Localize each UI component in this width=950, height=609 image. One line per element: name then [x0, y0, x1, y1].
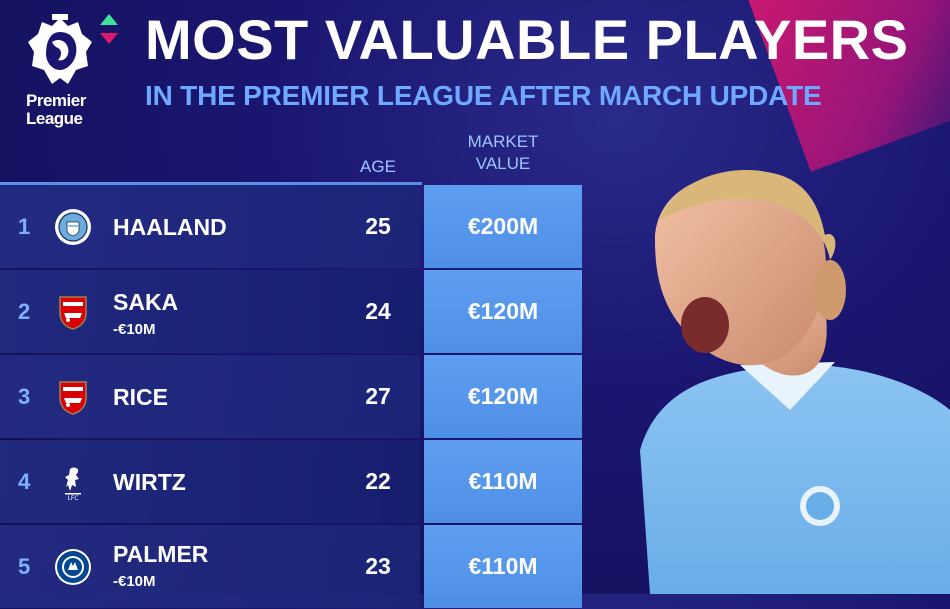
movement-arrows-icon: [100, 14, 118, 44]
page-subtitle: IN THE PREMIER LEAGUE AFTER MARCH UPDATE: [145, 80, 822, 111]
arsenal-badge-icon: [59, 381, 87, 415]
brand-line1: Premier: [26, 91, 86, 110]
brand-wordmark: Premier League: [26, 92, 86, 128]
market-value-cell: €200M: [424, 185, 582, 268]
player-name: PALMER: [113, 541, 209, 567]
table-row: 3 RICE 27 €120M: [0, 354, 584, 439]
chelsea-badge-icon: [55, 549, 91, 585]
table-top-border: [0, 182, 422, 185]
player-photo: [640, 170, 950, 594]
market-value-cell: €120M: [424, 355, 582, 438]
rank-number: 1: [18, 213, 31, 239]
player-name: RICE: [113, 384, 168, 410]
player-name: HAALAND: [113, 214, 227, 240]
lion-crest-icon: [28, 14, 92, 84]
brand-line2: League: [26, 109, 83, 128]
player-age: 22: [365, 468, 391, 494]
value-change: -€10M: [113, 321, 156, 338]
svg-text:LFC: LFC: [68, 495, 79, 501]
rank-number: 4: [18, 468, 31, 494]
market-value-cell: €110M: [424, 525, 582, 608]
market-value-cell: €120M: [424, 270, 582, 353]
column-header-market-value: MARKET VALUE: [448, 131, 558, 175]
player-age: 27: [365, 383, 391, 409]
column-header-value-line1: MARKET: [467, 132, 539, 151]
value-change: -€10M: [113, 573, 156, 590]
player-age: 25: [365, 213, 391, 239]
rank-number: 3: [18, 383, 31, 409]
players-table: 1 HAALAND 25 €200M 2 SAKA -€10M 24 €120M…: [0, 182, 584, 609]
arsenal-badge-icon: [59, 296, 87, 330]
column-header-value-line2: VALUE: [475, 154, 531, 173]
premier-league-logo: [22, 12, 118, 132]
player-name: WIRTZ: [113, 469, 186, 495]
table-row: 1 HAALAND 25 €200M: [0, 184, 584, 269]
rank-number: 2: [18, 298, 31, 324]
column-header-age: AGE: [360, 157, 396, 176]
table-row: 2 SAKA -€10M 24 €120M: [0, 269, 584, 354]
rank-number: 5: [18, 553, 31, 579]
table-row: 5 PALMER -€10M 23 €110M: [0, 524, 584, 609]
table-row: 4 LFC WIRTZ 22 €110M: [0, 439, 584, 524]
page-title: MOST VALUABLE PLAYERS: [145, 8, 909, 71]
liverpool-badge-icon: LFC: [65, 467, 81, 501]
player-age: 23: [365, 553, 391, 579]
man-city-badge-icon: [55, 209, 91, 245]
player-age: 24: [365, 298, 391, 324]
market-value-cell: €110M: [424, 440, 582, 523]
player-name: SAKA: [113, 289, 179, 315]
